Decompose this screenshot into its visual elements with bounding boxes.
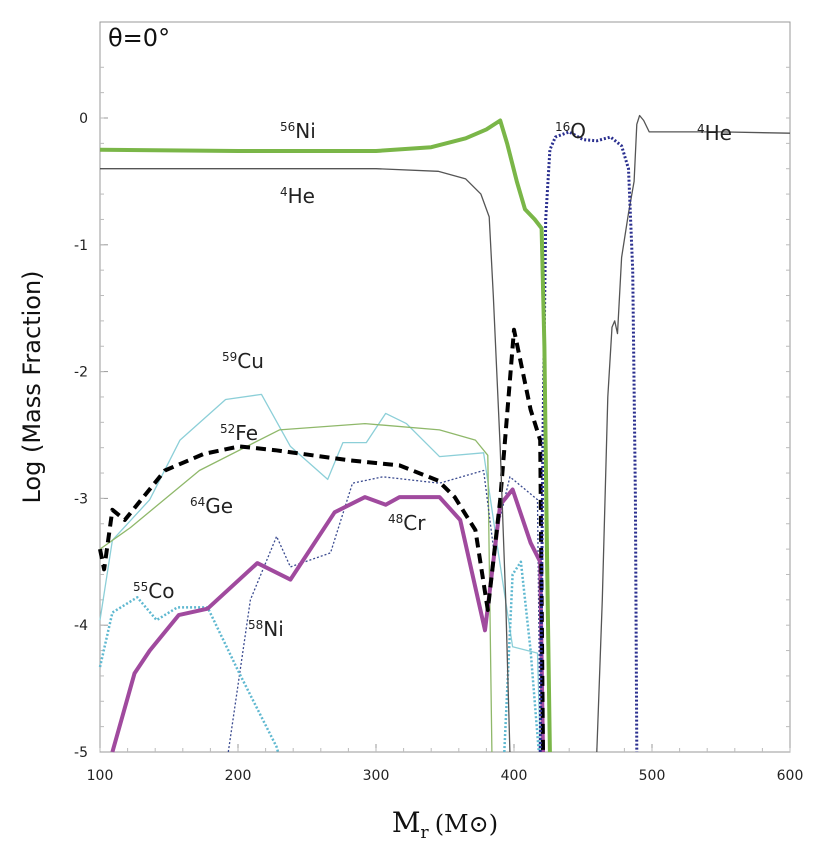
y-tick-label: -2	[74, 365, 88, 381]
y-axis-label: Log (Mass Fraction)	[18, 270, 46, 503]
series-line-55Co	[98, 560, 541, 753]
x-tick-label: 400	[501, 768, 528, 784]
x-tick-label: 500	[639, 768, 666, 784]
plot-frame	[99, 21, 791, 753]
x-tick-label: 100	[87, 768, 114, 784]
series-line-4He	[100, 114, 791, 753]
x-tick-label: 200	[225, 768, 252, 784]
annotation-56Ni: 56Ni	[280, 119, 316, 143]
annotation-64Ge: 64Ge	[190, 494, 233, 518]
x-tick-label: 600	[777, 768, 804, 784]
annotation-59Cu: 59Cu	[222, 349, 264, 373]
x-axis-label: Mr (M⊙)	[392, 806, 498, 843]
series-line-59Cu	[99, 393, 541, 753]
series-line-56Ni	[99, 118, 552, 753]
annotation-4He-outer: 4He	[697, 121, 732, 145]
series-line-64Ge	[99, 422, 493, 753]
annotation-58Ni: 58Ni	[248, 617, 284, 641]
annotation-55Co: 55Co	[133, 579, 174, 603]
y-tick-label: 0	[79, 111, 88, 127]
y-tick-label: -1	[74, 238, 88, 254]
annotation-16O: 16O	[555, 119, 586, 143]
annotation-4He: 4He	[280, 184, 315, 208]
annotation-52Fe: 52Fe	[220, 421, 258, 445]
chart-title: θ=0°	[108, 24, 170, 52]
x-tick-label: 300	[363, 768, 390, 784]
annotation-48Cr: 48Cr	[388, 511, 426, 535]
y-tick-label: -3	[74, 491, 88, 507]
series-line-52Fe	[98, 327, 545, 753]
series-line-58Ni	[227, 469, 541, 753]
y-tick-label: -4	[74, 618, 88, 634]
series-line-48Cr	[110, 487, 545, 753]
y-tick-label: -5	[74, 745, 88, 761]
series-line-16O	[538, 130, 639, 753]
